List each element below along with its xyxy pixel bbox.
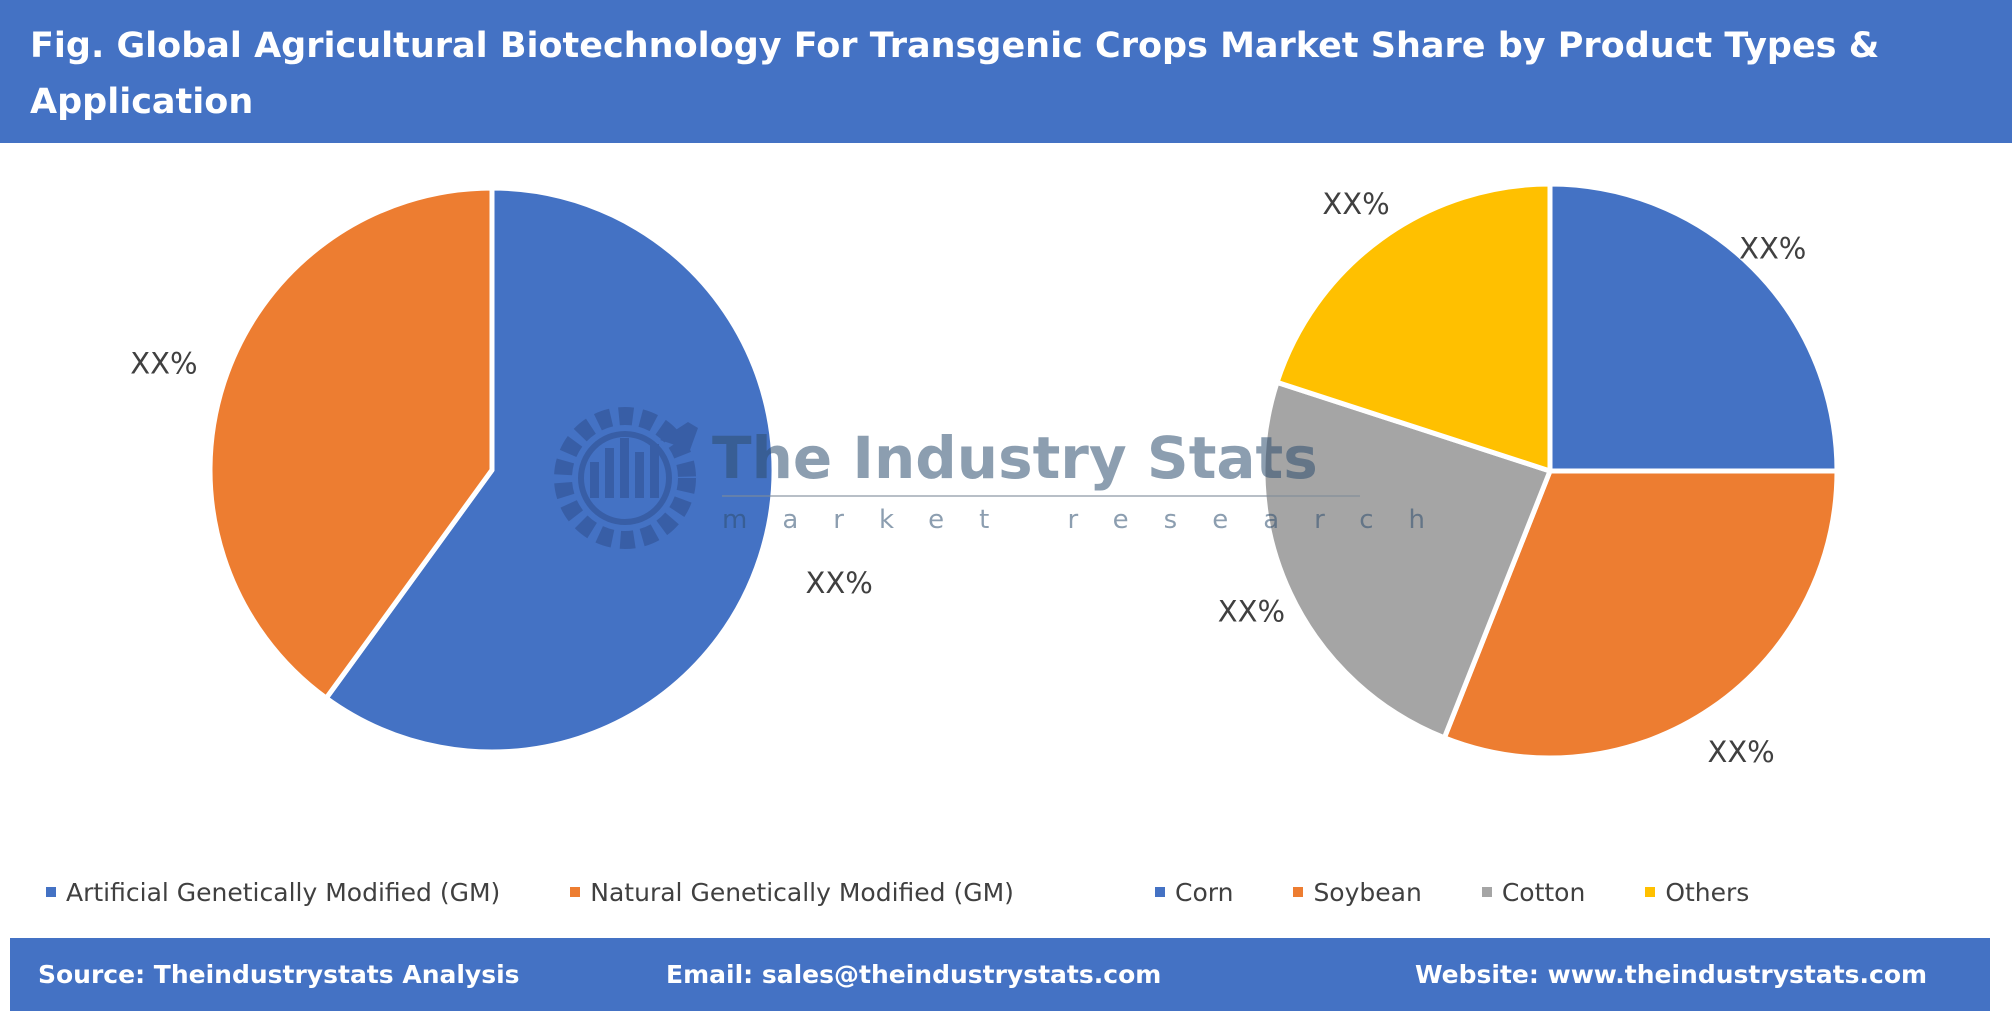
data-label-others: XX% xyxy=(1322,187,1389,221)
legend-label: Others xyxy=(1665,877,1750,907)
pie-slice-others xyxy=(1274,181,1553,474)
legend-item-others: Others xyxy=(1645,878,1749,907)
pie-slice-corn xyxy=(1547,181,1840,474)
legend-swatch xyxy=(1155,887,1165,897)
legend-product-types: Artificial Genetically Modified (GM) Natu… xyxy=(46,872,1014,912)
legend-label: Cotton xyxy=(1501,877,1586,907)
pie-chart-product-types: XX% XX% xyxy=(130,185,873,755)
pie-chart-application: XX% XX% XX% XX% xyxy=(1218,181,1840,769)
footer-website: Website: www.theindustrystats.com xyxy=(1415,960,1928,989)
legend-swatch xyxy=(46,887,56,897)
footer-email: Email: sales@theindustrystats.com xyxy=(666,960,1162,989)
legend-label: Natural Genetically Modified (GM) xyxy=(590,877,1014,907)
header-banner: Fig. Global Agricultural Biotechnology F… xyxy=(0,0,2012,143)
data-label-soybean: XX% xyxy=(1707,735,1774,769)
pie-slice-cotton xyxy=(1260,379,1553,741)
legend-item-natural-genetically-modified-gm: Natural Genetically Modified (GM) xyxy=(570,878,1014,907)
watermark-name: The Industry Stats xyxy=(712,424,1318,492)
footer-banner: Source: Theindustrystats Analysis Email:… xyxy=(10,938,1990,1011)
legend-item-soybean: Soybean xyxy=(1293,877,1422,907)
charts-area: XX%XX% XX%XX%XX%XX% The Industry Stats m… xyxy=(130,181,1840,769)
data-label-artificial-genetically-modified-gm: XX% xyxy=(805,566,872,600)
legend-swatch xyxy=(570,887,581,897)
pie-slice-natural-genetically-modified-gm xyxy=(207,185,495,701)
gear-logo-icon xyxy=(554,407,698,549)
footer-source: Source: Theindustrystats Analysis xyxy=(38,960,520,989)
data-label-cotton: XX% xyxy=(1218,595,1285,629)
watermark: The Industry Stats market research xyxy=(554,407,1460,549)
data-label-natural-genetically-modified-gm: XX% xyxy=(130,346,197,380)
legend-swatch xyxy=(1481,887,1492,897)
legend-label: Artificial Genetically Modified (GM) xyxy=(66,877,501,907)
legend-label: Soybean xyxy=(1313,877,1422,907)
legend-swatch xyxy=(1293,887,1304,897)
legend-item-cotton: Cotton xyxy=(1481,877,1586,907)
pie-slice-soybean xyxy=(1441,468,1840,761)
legend-swatch xyxy=(1645,887,1656,897)
legend-item-corn: Corn xyxy=(1155,878,1233,907)
chart-title: Fig. Global Agricultural Biotechnology F… xyxy=(30,26,1880,122)
watermark-tagline: market research xyxy=(722,505,1460,535)
pie-slice-artificial-genetically-modified-gm xyxy=(323,185,777,755)
legend-label: Corn xyxy=(1175,877,1234,907)
legend-item-artificial-genetically-modified-gm: Artificial Genetically Modified (GM) xyxy=(46,878,500,907)
legend-application: Corn Soybean Cotton Others xyxy=(1155,872,1749,912)
data-label-corn: XX% xyxy=(1739,231,1806,265)
